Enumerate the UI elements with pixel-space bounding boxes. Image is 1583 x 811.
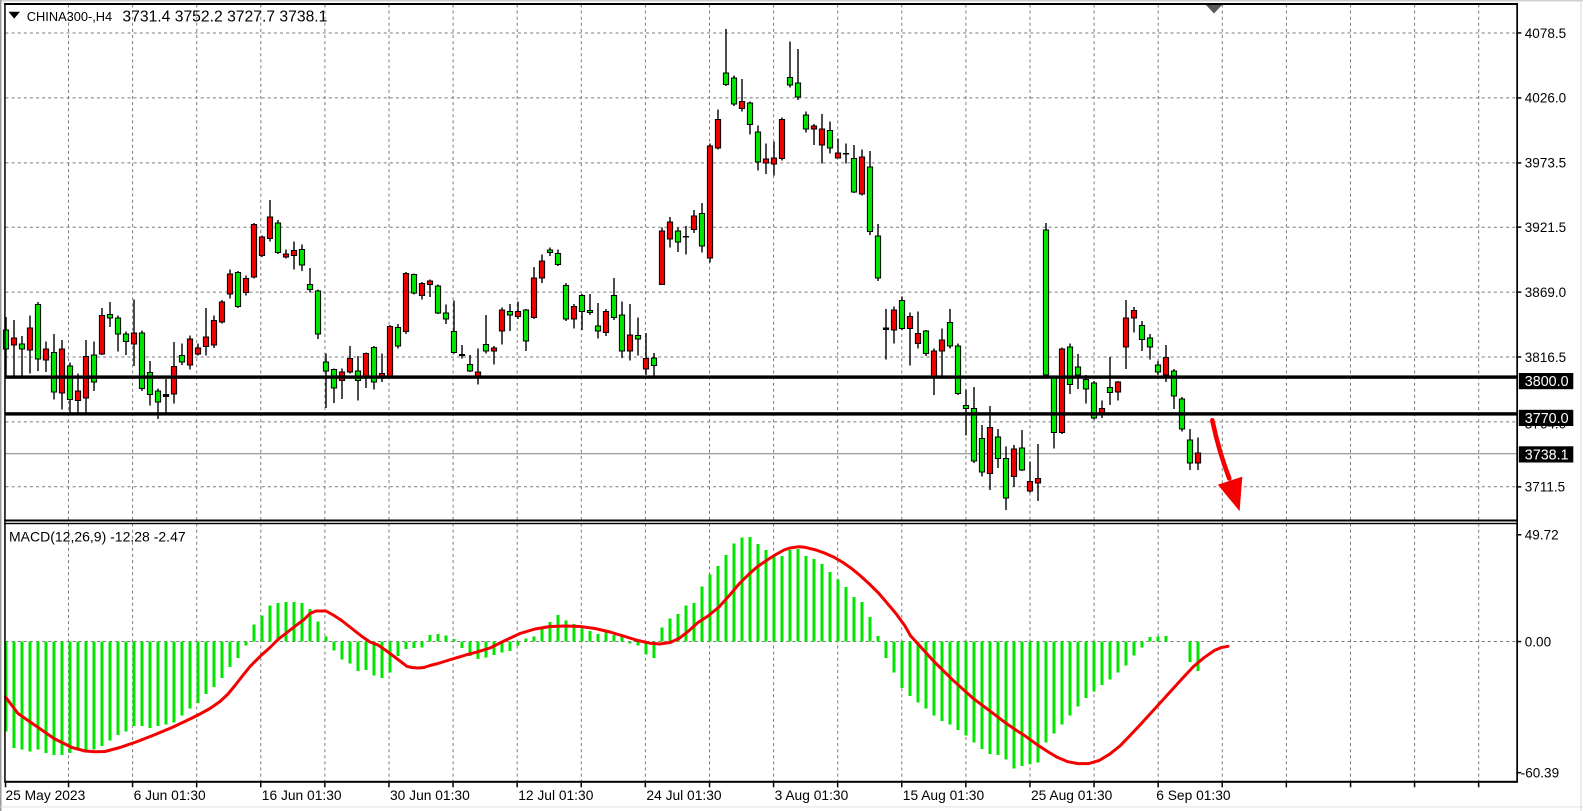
svg-text:0.00: 0.00: [1525, 634, 1551, 649]
svg-text:3973.5: 3973.5: [1525, 156, 1566, 171]
svg-text:6 Jun 01:30: 6 Jun 01:30: [134, 788, 206, 803]
svg-text:6 Sep 01:30: 6 Sep 01:30: [1156, 788, 1231, 803]
svg-text:MACD(12,26,9) -12.28 -2.47: MACD(12,26,9) -12.28 -2.47: [9, 529, 186, 545]
svg-text:3921.5: 3921.5: [1525, 220, 1566, 235]
svg-text:3731.4 3752.2 3727.7 3738.1: 3731.4 3752.2 3727.7 3738.1: [122, 9, 327, 26]
svg-text:-60.39: -60.39: [1521, 765, 1559, 780]
svg-text:24 Jul 01:30: 24 Jul 01:30: [646, 788, 722, 803]
svg-text:3738.1: 3738.1: [1525, 447, 1569, 463]
svg-text:16 Jun 01:30: 16 Jun 01:30: [262, 788, 342, 803]
svg-text:30 Jun 01:30: 30 Jun 01:30: [390, 788, 470, 803]
svg-text:3770.0: 3770.0: [1525, 411, 1569, 427]
svg-text:3 Aug 01:30: 3 Aug 01:30: [775, 788, 849, 803]
svg-text:25 Aug 01:30: 25 Aug 01:30: [1031, 788, 1113, 803]
svg-text:25 May 2023: 25 May 2023: [6, 788, 86, 803]
svg-text:49.72: 49.72: [1525, 528, 1559, 543]
svg-text:CHINA300-,H4: CHINA300-,H4: [27, 9, 112, 24]
svg-text:15 Aug 01:30: 15 Aug 01:30: [903, 788, 985, 803]
svg-text:4026.0: 4026.0: [1525, 91, 1566, 106]
svg-text:3711.5: 3711.5: [1525, 480, 1565, 495]
svg-text:3800.0: 3800.0: [1525, 374, 1569, 390]
svg-text:3869.0: 3869.0: [1525, 285, 1566, 300]
svg-text:12 Jul 01:30: 12 Jul 01:30: [518, 788, 594, 803]
svg-text:3816.5: 3816.5: [1525, 350, 1566, 365]
svg-text:4078.5: 4078.5: [1525, 26, 1566, 41]
